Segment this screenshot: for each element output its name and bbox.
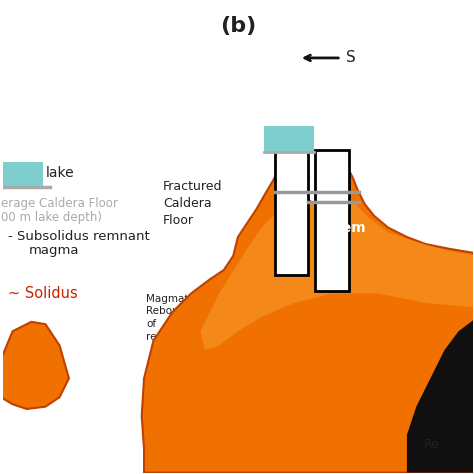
Text: - Subsolidus remnant: - Subsolidus remnant: [8, 230, 150, 243]
Text: Re: Re: [423, 438, 439, 451]
Text: Fractured
Caldera
Floor: Fractured Caldera Floor: [163, 181, 222, 228]
Polygon shape: [280, 159, 310, 201]
Bar: [264, 126, 314, 152]
Polygon shape: [407, 317, 474, 473]
Polygon shape: [142, 162, 474, 473]
Text: magma: magma: [29, 244, 80, 257]
Text: Rem: Rem: [332, 220, 366, 235]
Text: erage Caldera Floor: erage Caldera Floor: [1, 197, 118, 210]
Bar: [1, 162, 43, 186]
Text: S: S: [346, 50, 356, 65]
Bar: [274, 150, 308, 275]
Text: ~ Solidus: ~ Solidus: [8, 286, 78, 301]
Polygon shape: [1, 322, 69, 409]
Polygon shape: [201, 190, 474, 350]
Text: (b): (b): [220, 16, 256, 36]
Bar: [315, 150, 349, 291]
Text: 00 m lake depth): 00 m lake depth): [1, 211, 102, 224]
Text: Magmatic
Rebound
of
remnant magma: Magmatic Rebound of remnant magma: [146, 293, 234, 342]
Text: lake: lake: [46, 166, 74, 181]
